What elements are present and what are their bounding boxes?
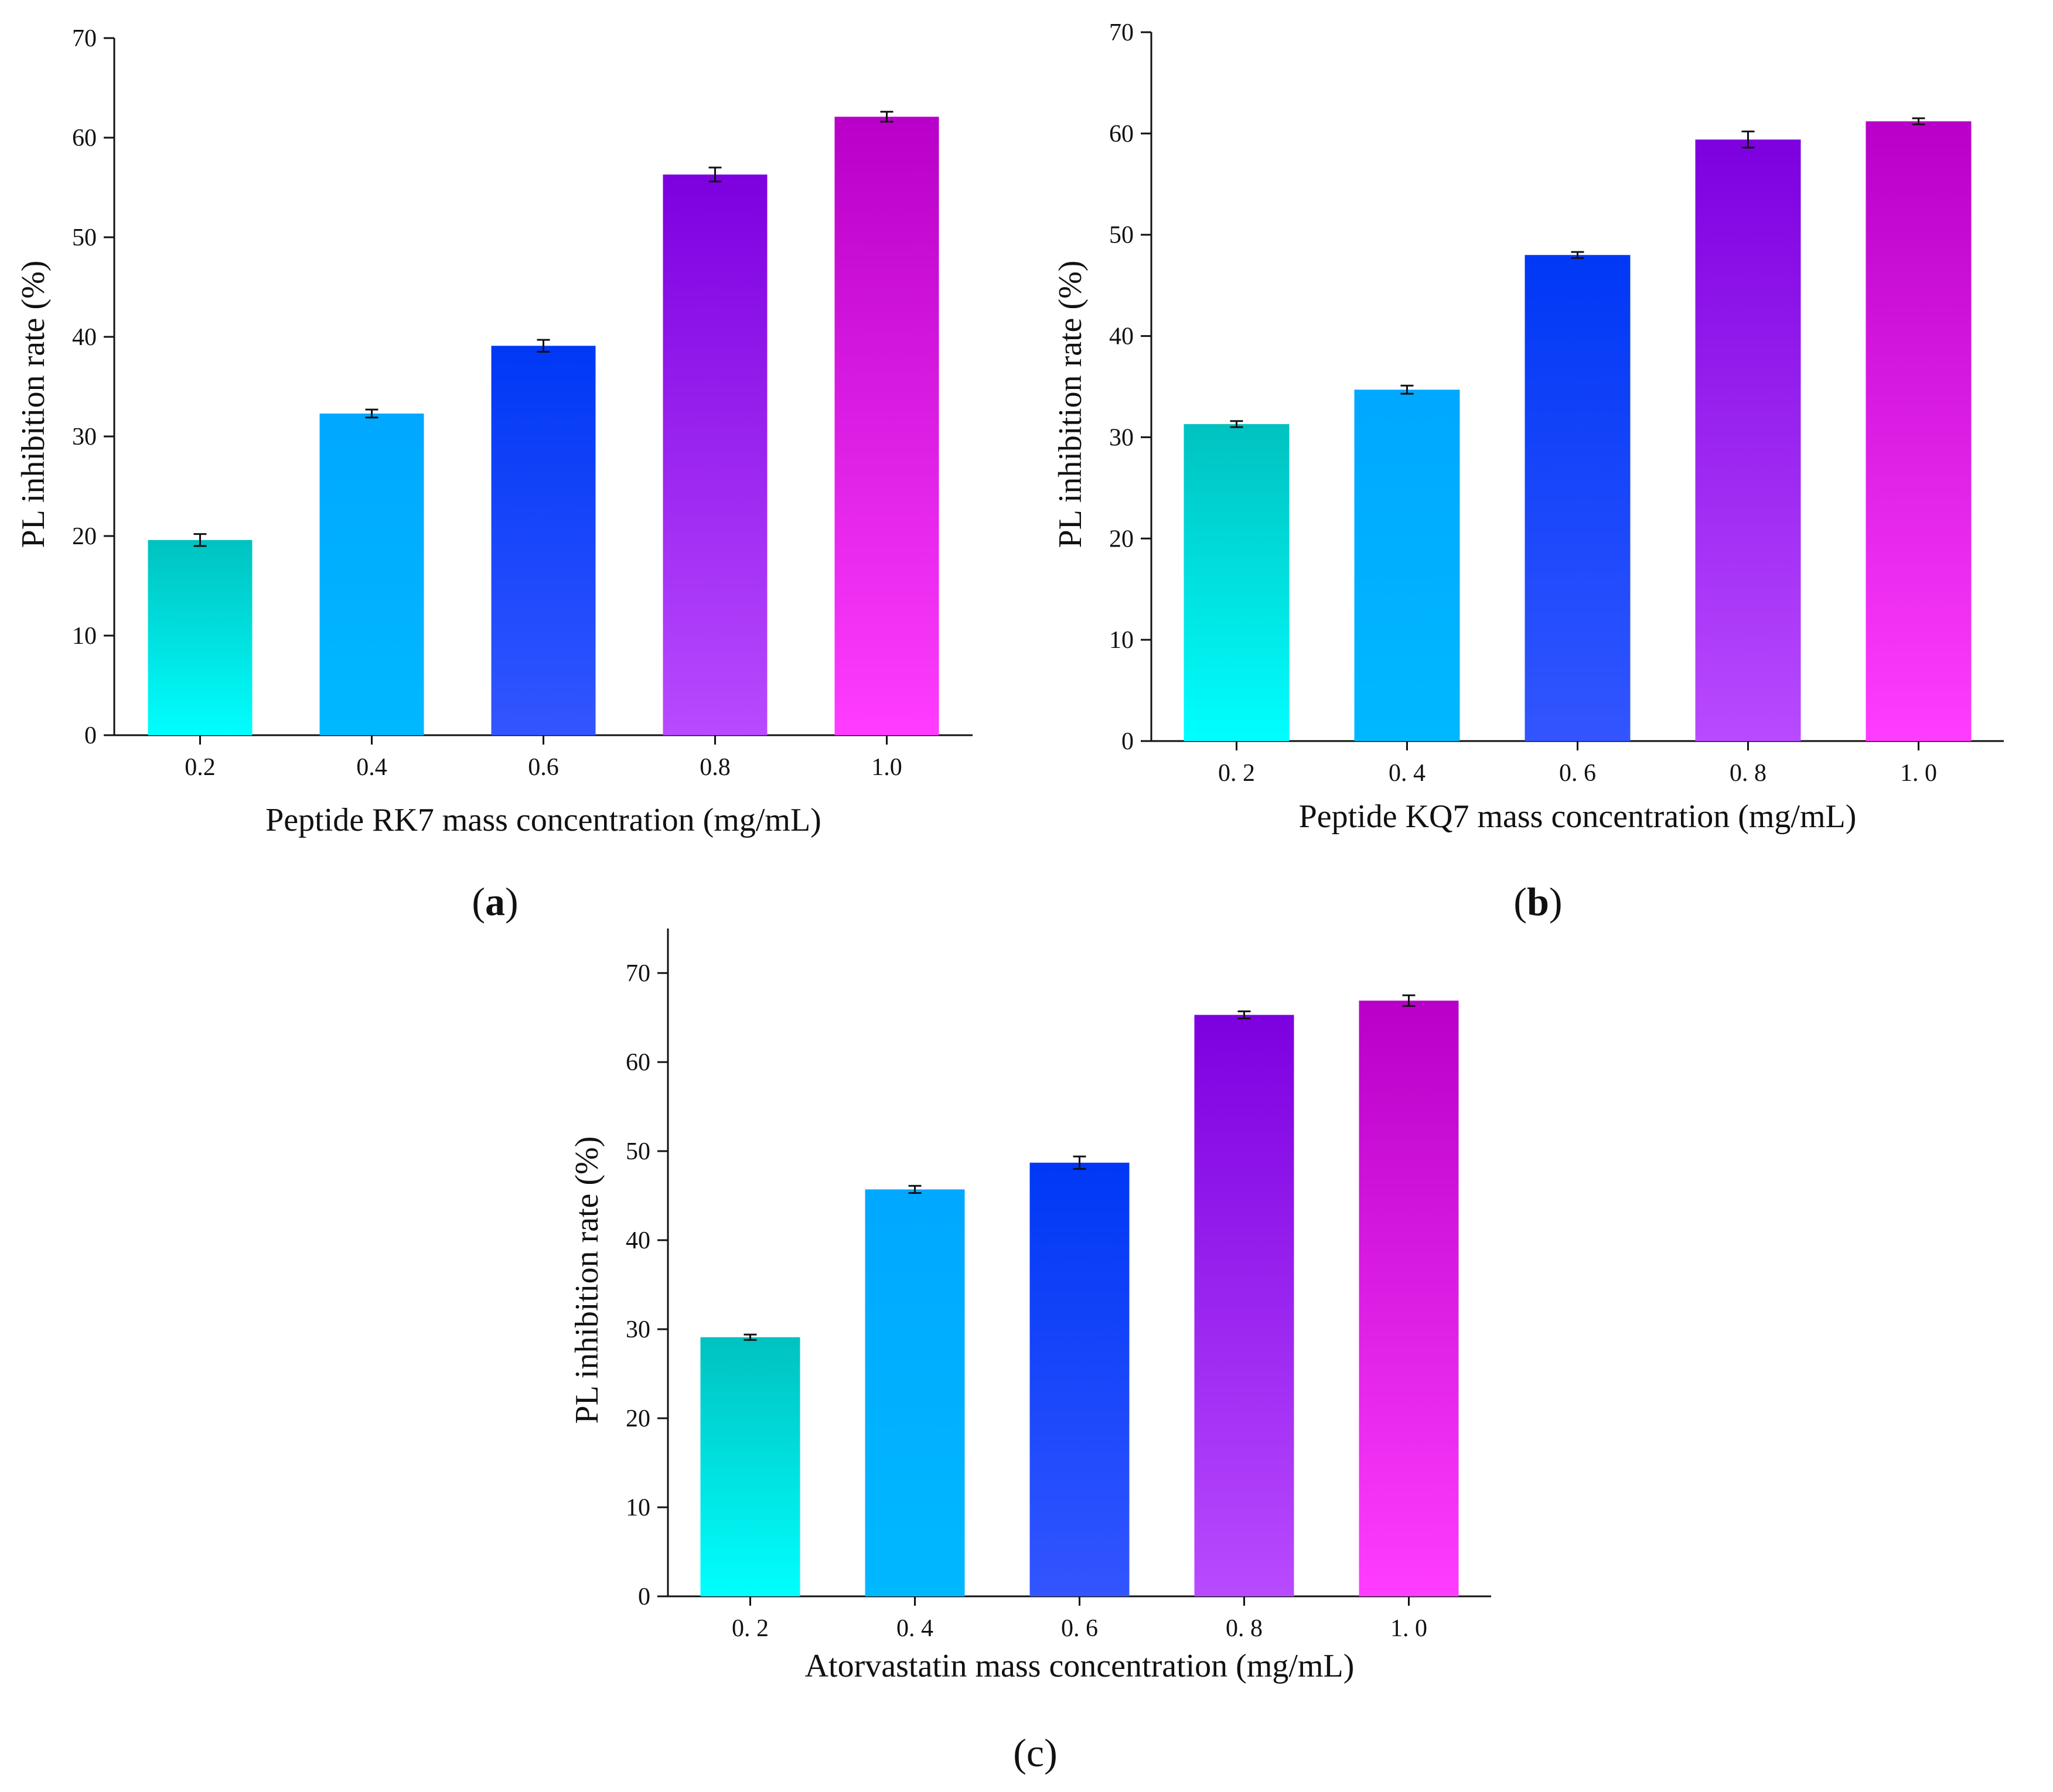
panel-b-caption: (b) (1513, 879, 1562, 924)
y-tick-label: 60 (1109, 121, 1134, 148)
bar-0.8 (1194, 1015, 1294, 1596)
error-bar (1237, 1010, 1251, 1020)
y-axis-title: PL inhibition rate (%) (569, 1136, 605, 1424)
x-tick-label: 0. 2 (1218, 760, 1255, 787)
panel-b-caption-letter: b (1527, 879, 1549, 924)
error-bar (1402, 994, 1416, 1007)
x-tick-label: 0. 4 (896, 1615, 933, 1642)
x-tick-label: 0. 8 (1730, 760, 1766, 787)
y-tick-label: 70 (626, 960, 650, 987)
error-bar (708, 166, 722, 183)
panel-c-chart: 0 10 20 30 40 50 60 70 0. 2 0. 4 0. 6 0. 8 1. 0 Atorv… (569, 929, 1491, 1684)
y-tick-label: 70 (1109, 19, 1134, 46)
error-bar (908, 1185, 922, 1194)
error-bar (1230, 420, 1243, 428)
x-tick-label: 1. 0 (1390, 1615, 1427, 1642)
y-tick-label: 50 (1109, 222, 1134, 249)
bar-0.6 (491, 346, 596, 735)
bar-0.4 (865, 1189, 965, 1596)
panel-a-chart: 0 10 20 30 40 50 60 70 0.2 0.4 0.6 0.8 1.0 Peptide RK… (15, 25, 973, 838)
x-tick-label: 0. 6 (1061, 1615, 1098, 1642)
error-bar (1741, 130, 1755, 149)
x-tick-label: 0.6 (528, 754, 559, 781)
y-tick-label: 70 (72, 25, 97, 52)
y-tick-label: 60 (72, 125, 97, 152)
x-tick-label: 0.4 (356, 754, 387, 781)
y-axis-title: PL inhibition rate (%) (15, 261, 52, 548)
x-tick-label: 1. 0 (1900, 760, 1937, 787)
y-tick-label: 0 (84, 722, 97, 749)
bar-0.2 (700, 1337, 800, 1596)
y-tick-label: 60 (626, 1049, 650, 1076)
panel-b-chart: 0 10 20 30 40 50 60 70 0. 2 0. 4 0. 6 0. 8 1. 0 Pepti… (1052, 19, 2004, 835)
x-tick-label: 0. 4 (1389, 760, 1425, 787)
bar-0.2 (1184, 424, 1290, 741)
bar-0.8 (663, 174, 768, 735)
bar-0.4 (319, 413, 424, 735)
y-tick-label: 30 (626, 1316, 650, 1343)
bar-0.6 (1029, 1162, 1130, 1596)
bar-1.0 (1359, 1001, 1459, 1596)
x-tick-label: 0. 6 (1559, 760, 1596, 787)
y-tick-label: 10 (626, 1494, 650, 1521)
y-tick-label: 20 (72, 523, 97, 550)
y-tick-label: 40 (1109, 323, 1134, 350)
bar-0.8 (1695, 139, 1801, 742)
bar-0.6 (1525, 255, 1631, 741)
x-axis-title: Peptide RK7 mass concentration (mg/mL) (265, 802, 821, 838)
y-tick-label: 40 (626, 1227, 650, 1254)
bar-1.0 (1866, 121, 1972, 742)
bar-0.2 (148, 540, 253, 735)
x-axis-title: Atorvastatin mass concentration (mg/mL) (805, 1648, 1355, 1684)
y-tick-label: 40 (72, 324, 97, 351)
y-tick-label: 30 (1109, 424, 1134, 451)
error-bar (365, 408, 378, 419)
error-bar (880, 111, 894, 123)
x-tick-label: 0. 8 (1226, 1615, 1263, 1642)
bar-0.4 (1354, 390, 1460, 741)
error-bar (744, 1333, 757, 1341)
error-bar (1912, 117, 1925, 125)
x-tick-label: 0.2 (185, 754, 216, 781)
error-bar (1400, 384, 1414, 395)
x-axis-title: Peptide KQ7 mass concentration (mg/mL) (1299, 798, 1857, 835)
panel-c-caption: (c) (1013, 1730, 1058, 1775)
y-tick-label: 0 (1121, 728, 1134, 755)
panel-a-caption: (a) (472, 879, 518, 924)
panel-c-caption-letter: c (1026, 1730, 1044, 1775)
x-tick-label: 0. 2 (732, 1615, 769, 1642)
y-tick-label: 20 (1109, 525, 1134, 552)
y-tick-label: 10 (1109, 627, 1134, 654)
error-bar (1571, 251, 1584, 259)
y-tick-label: 0 (638, 1583, 650, 1610)
y-tick-label: 10 (72, 623, 97, 650)
panel-a-caption-letter: a (485, 879, 505, 924)
y-tick-label: 50 (72, 224, 97, 251)
y-tick-label: 30 (72, 424, 97, 450)
x-tick-label: 0.8 (700, 754, 731, 781)
bar-1.0 (834, 117, 939, 735)
error-bar (193, 533, 207, 547)
y-tick-label: 50 (626, 1138, 650, 1165)
error-bar (537, 339, 550, 353)
x-tick-label: 1.0 (871, 754, 902, 781)
y-tick-label: 20 (626, 1405, 650, 1432)
y-axis-title: PL inhibition rate (%) (1052, 261, 1089, 548)
error-bar (1073, 1155, 1086, 1170)
